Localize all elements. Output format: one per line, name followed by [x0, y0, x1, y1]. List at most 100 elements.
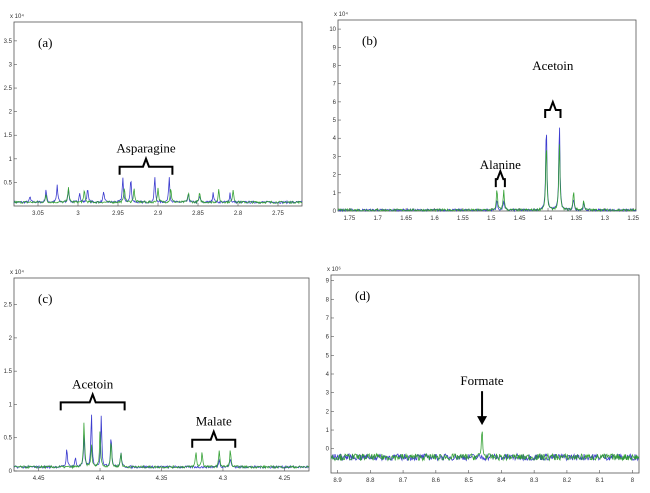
y-tick-label: 0.5	[4, 180, 13, 186]
panel-2: 0 0.5 1 1.5 2 2.5 4.45 4.4 4.35 4.3 4.25 x 10⁴ (c) Ac…	[4, 269, 310, 482]
x-tick-label: 8.6	[432, 478, 441, 484]
x-tick-label: 1.6	[430, 216, 439, 222]
plot-frame	[13, 277, 310, 472]
x-tick-label: 8.1	[596, 478, 605, 484]
y-tick-label: 1	[333, 191, 337, 197]
y-tick-label: 1.5	[4, 133, 13, 139]
y-tick-label: 4	[333, 136, 337, 142]
annotation-malate: Malate	[191, 414, 237, 448]
x-tick-label: 4.4	[96, 476, 105, 482]
annotation-asparagine: Asparagine	[116, 141, 176, 175]
y-tick-label: 9	[333, 45, 337, 51]
x-tick-label: 2.9	[154, 211, 163, 217]
x-tick-label: 1.5	[487, 216, 496, 222]
x-tick-label: 2.8	[234, 211, 243, 217]
x-tick-label: 2.95	[112, 211, 124, 217]
panel-1: 0 1 2 3 4 5 6 7 8 9 10 1.75 1.7 1.65 1.6 1.55 1.5 1.45 1.4…	[329, 11, 639, 222]
x-tick-label: 8.9	[333, 478, 342, 484]
x-tick-label: 2.75	[272, 211, 284, 217]
annotation-label: Formate	[460, 373, 504, 388]
y-tick-label: 2	[326, 409, 330, 415]
panel-0: 0.5 1 1.5 2 2.5 3 3.5 3.05 3 2.95 2.9 2.85 2.8 2.75 x …	[4, 13, 303, 217]
brace-shape	[544, 99, 562, 119]
x-tick-label: 4.35	[156, 476, 168, 482]
annotation-acetoin: Acetoin	[59, 376, 126, 411]
x-tick-label: 1.25	[627, 216, 639, 222]
panel-label: (d)	[355, 288, 370, 303]
y-tick-label: 0.5	[4, 436, 13, 442]
annotation-label: Acetoin	[532, 58, 574, 73]
brace-shape	[191, 428, 237, 448]
y-exponent-label: x 10⁴	[10, 269, 24, 276]
brace-shape	[59, 391, 126, 411]
y-tick-label: 1	[326, 428, 330, 434]
annotation-label: Malate	[196, 414, 232, 429]
panel-label: (a)	[38, 35, 52, 50]
y-tick-label: 2.5	[4, 303, 13, 309]
series-line-green	[13, 422, 310, 470]
y-tick-label: 5	[326, 353, 330, 359]
y-tick-label: 0	[326, 447, 330, 453]
x-tick-label: 8.5	[464, 478, 473, 484]
x-tick-label: 8.3	[530, 478, 539, 484]
annotation-formate: Formate	[460, 373, 504, 426]
panel-3: 0 1 2 3 4 5 6 7 8 9 8.9 8.8 8.7 8.6 8.5 8.4 8.3 8.2 8.1 8 x …	[326, 266, 640, 484]
y-tick-label: 4	[326, 372, 330, 378]
y-tick-label: 6	[333, 100, 337, 106]
series-line-green	[330, 431, 640, 462]
x-tick-label: 4.3	[219, 476, 228, 482]
y-tick-label: 7	[333, 82, 337, 88]
x-tick-label: 1.3	[601, 216, 610, 222]
y-tick-label: 9	[326, 279, 330, 285]
annotation-label: Alanine	[480, 157, 521, 172]
x-tick-label: 3.05	[32, 211, 44, 217]
x-tick-label: 1.65	[400, 216, 412, 222]
plot-frame	[337, 19, 637, 212]
x-tick-label: 2.85	[192, 211, 204, 217]
x-tick-label: 1.45	[514, 216, 526, 222]
plot-frame	[13, 21, 303, 207]
y-tick-label: 2	[333, 173, 337, 179]
x-tick-label: 1.35	[571, 216, 583, 222]
panel-label: (c)	[38, 291, 52, 306]
y-tick-label: 2	[9, 336, 13, 342]
y-tick-label: 3.5	[4, 39, 13, 45]
y-tick-label: 0	[333, 209, 337, 215]
y-exponent-label: x 10⁴	[334, 11, 348, 18]
x-tick-label: 8.7	[399, 478, 408, 484]
y-tick-label: 1.5	[4, 369, 13, 375]
x-tick-label: 1.55	[457, 216, 469, 222]
brace-shape	[118, 155, 174, 175]
y-tick-label: 5	[333, 118, 337, 124]
brace-shape	[494, 168, 506, 188]
arrow-head	[477, 416, 488, 426]
x-tick-label: 1.75	[344, 216, 356, 222]
annotation-acetoin: Acetoin	[532, 58, 574, 119]
y-tick-label: 2	[9, 110, 13, 116]
y-tick-label: 3	[333, 154, 337, 160]
x-tick-label: 8	[631, 478, 635, 484]
annotation-alanine: Alanine	[480, 157, 521, 188]
y-tick-label: 0	[9, 469, 13, 475]
y-exponent-label: x 10⁶	[327, 266, 341, 273]
y-tick-label: 1	[9, 157, 13, 163]
series-line-green	[13, 187, 303, 205]
y-tick-label: 2.5	[4, 86, 13, 92]
panel-label: (b)	[362, 33, 377, 48]
x-tick-label: 4.45	[33, 476, 45, 482]
series-line-green	[337, 144, 637, 213]
x-tick-label: 8.2	[563, 478, 572, 484]
x-tick-label: 3	[76, 211, 80, 217]
plot-frame	[330, 274, 640, 474]
x-tick-label: 8.8	[366, 478, 375, 484]
y-tick-label: 3	[326, 391, 330, 397]
y-exponent-label: x 10⁴	[10, 13, 24, 20]
annotation-label: Asparagine	[116, 141, 175, 156]
y-tick-label: 3	[9, 62, 13, 68]
x-tick-label: 1.4	[544, 216, 553, 222]
y-tick-label: 8	[326, 297, 330, 303]
y-tick-label: 10	[329, 27, 336, 33]
x-tick-label: 1.7	[374, 216, 383, 222]
x-tick-label: 4.25	[279, 476, 291, 482]
